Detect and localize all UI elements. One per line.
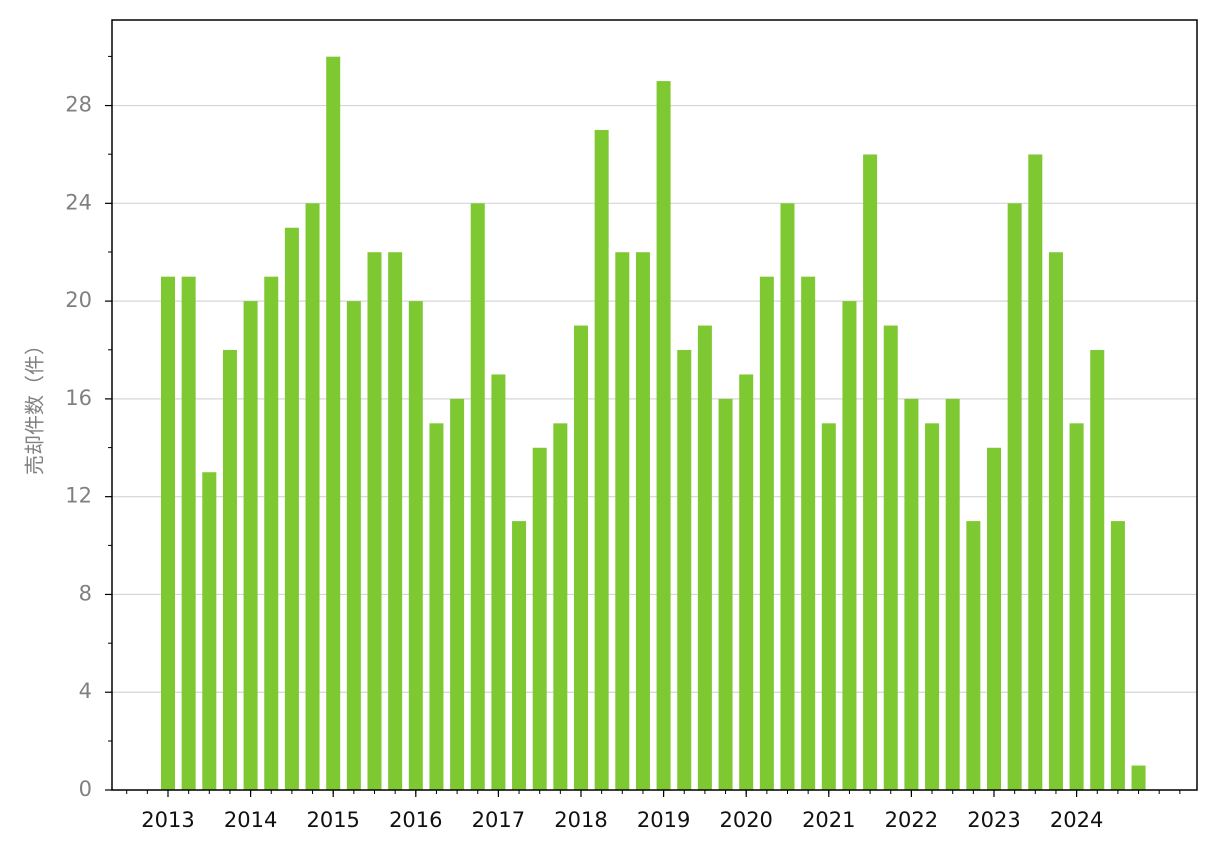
y-tick-label: 8 <box>79 581 92 605</box>
bar <box>801 276 816 791</box>
bar <box>326 56 341 790</box>
bar <box>739 374 754 790</box>
bar <box>697 325 712 790</box>
bar <box>945 398 960 790</box>
bar <box>842 301 857 790</box>
bar <box>1028 154 1043 790</box>
y-tick-label: 20 <box>65 288 92 312</box>
y-tick-label: 12 <box>65 484 92 508</box>
bar <box>1069 423 1084 790</box>
x-tick-label: 2022 <box>885 808 938 832</box>
y-tick-label: 28 <box>65 93 92 117</box>
bar <box>367 252 382 790</box>
bar <box>450 398 465 790</box>
bar <box>656 81 671 791</box>
bar <box>553 423 568 790</box>
x-tick-label: 2019 <box>637 808 690 832</box>
bar <box>202 472 217 790</box>
bar <box>429 423 444 790</box>
x-tick-label: 2013 <box>141 808 194 832</box>
x-tick-label: 2017 <box>472 808 525 832</box>
x-tick-label: 2016 <box>389 808 442 832</box>
y-tick-label: 0 <box>79 777 92 801</box>
y-axis-label: 売却件数（件） <box>23 335 47 475</box>
bar <box>821 423 836 790</box>
bar <box>1048 252 1063 790</box>
bar <box>1110 521 1125 790</box>
bar <box>966 521 981 790</box>
bar <box>491 374 506 790</box>
bar <box>264 276 279 791</box>
bar <box>161 276 175 791</box>
bar <box>780 203 795 791</box>
bar <box>904 398 919 790</box>
x-tick-label: 2021 <box>802 808 855 832</box>
x-tick-label: 2024 <box>1050 808 1103 832</box>
bar <box>512 521 527 790</box>
bar <box>388 252 403 790</box>
y-tick-label: 24 <box>65 190 92 214</box>
bar <box>408 301 423 790</box>
bar <box>222 350 237 790</box>
bar <box>594 130 609 790</box>
bar <box>925 423 940 790</box>
bar <box>759 276 774 791</box>
bar <box>1090 350 1105 790</box>
bar <box>863 154 878 790</box>
bar <box>532 447 547 790</box>
x-tick-label: 2018 <box>554 808 607 832</box>
bar <box>677 350 692 790</box>
x-tick-label: 2015 <box>306 808 359 832</box>
plot-frame <box>111 19 1198 791</box>
y-tick-label: 16 <box>65 386 92 410</box>
bar <box>987 447 1001 790</box>
x-tick-label: 2014 <box>224 808 277 832</box>
bar <box>346 301 361 790</box>
bar <box>718 398 733 790</box>
bar <box>1131 765 1146 790</box>
bar <box>470 203 485 791</box>
bar <box>574 325 588 790</box>
bar <box>883 325 898 790</box>
x-tick-label: 2023 <box>967 808 1020 832</box>
bar <box>181 276 196 791</box>
bar <box>305 203 320 791</box>
bar <box>635 252 650 790</box>
bar <box>243 301 258 790</box>
bar <box>284 227 299 790</box>
y-tick-label: 4 <box>79 679 92 703</box>
bar <box>1007 203 1022 791</box>
bar <box>615 252 630 790</box>
x-tick-label: 2020 <box>719 808 772 832</box>
